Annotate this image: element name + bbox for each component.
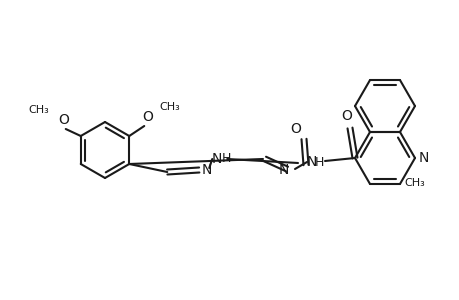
Text: CH₃: CH₃ — [403, 178, 424, 188]
Text: H: H — [221, 152, 230, 166]
Text: CH₃: CH₃ — [28, 105, 49, 115]
Text: O: O — [341, 109, 352, 123]
Text: O: O — [290, 122, 301, 136]
Text: H: H — [314, 155, 323, 169]
Text: N: N — [306, 155, 316, 169]
Text: N: N — [212, 152, 222, 166]
Text: N: N — [278, 163, 288, 177]
Text: CH₃: CH₃ — [159, 102, 179, 112]
Text: O: O — [141, 110, 152, 124]
Text: N: N — [201, 163, 211, 177]
Text: N: N — [418, 151, 428, 165]
Text: O: O — [58, 113, 69, 127]
